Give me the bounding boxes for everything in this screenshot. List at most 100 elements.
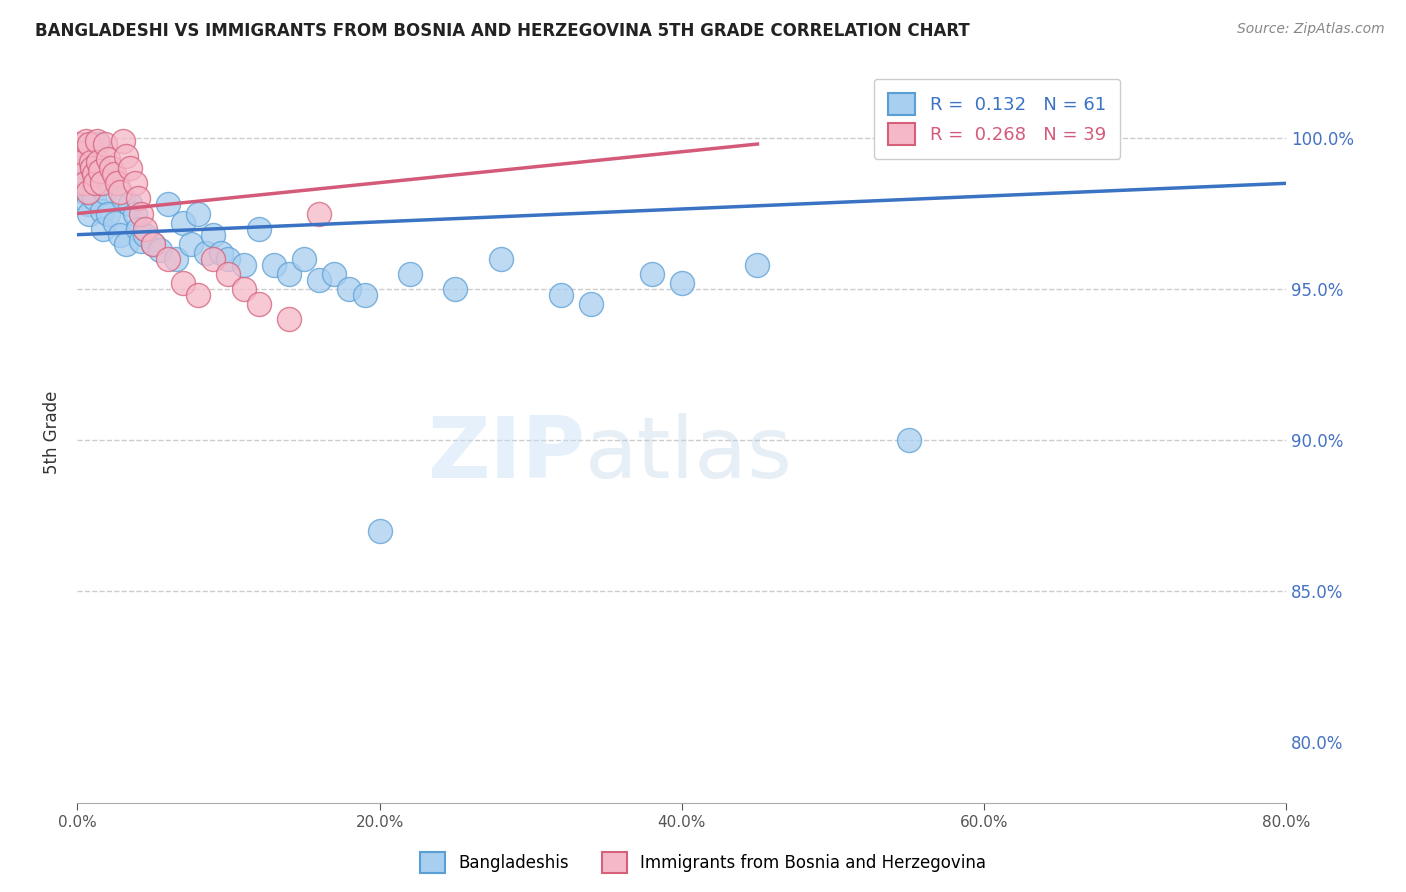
Point [172,216,194,230]
Legend: Bangladeshis, Immigrants from Bosnia and Herzegovina: Bangladeshis, Immigrants from Bosnia and… [413,846,993,880]
Point [368,524,391,538]
Point [73,186,96,200]
Point [149,243,172,257]
Point [70,155,93,169]
Point [111,134,134,148]
Point [308,273,330,287]
Point [77,186,100,200]
Point [202,252,225,266]
Point [73,177,96,191]
Point [79,206,101,220]
Point [292,252,315,266]
Point [108,186,131,200]
Point [89,164,111,178]
Point [129,234,152,248]
Point [218,252,240,266]
Point [82,177,104,191]
Point [194,245,217,260]
Point [671,276,693,290]
Point [127,191,149,205]
Point [120,197,142,211]
Point [129,206,152,220]
Point [103,167,125,181]
Point [124,206,146,220]
Point [142,236,165,251]
Point [83,167,105,181]
Point [157,197,180,211]
Point [180,236,202,251]
Point [105,177,128,191]
Point [202,227,225,242]
Point [323,267,346,281]
Point [69,167,91,181]
Point [114,236,136,251]
Point [84,177,107,191]
Point [87,136,110,151]
Point [278,312,301,326]
Point [641,267,664,281]
Point [67,136,90,151]
Point [87,155,110,169]
Point [80,136,103,151]
Point [82,146,104,161]
Point [165,252,187,266]
Point [353,288,375,302]
Point [120,161,142,176]
Point [90,177,112,191]
Point [308,206,330,220]
Point [75,155,97,169]
Point [91,221,114,235]
Point [187,288,209,302]
Point [134,227,156,242]
Point [84,152,107,166]
Point [489,252,512,266]
Point [108,227,131,242]
Point [90,203,112,218]
Point [80,155,103,169]
Point [93,136,115,151]
Point [172,276,194,290]
Point [72,167,94,181]
Point [218,267,240,281]
Point [1094,136,1116,151]
Point [142,236,165,251]
Point [134,221,156,235]
Point [747,258,769,272]
Point [114,149,136,163]
Point [75,134,97,148]
Point [89,177,111,191]
Point [86,167,108,181]
Point [247,221,270,235]
Point [111,191,134,205]
Point [399,267,422,281]
Point [104,216,127,230]
Point [581,297,603,311]
Point [263,258,285,272]
Point [897,433,920,447]
Point [444,282,467,296]
Point [124,177,146,191]
Point [70,177,93,191]
Point [232,258,254,272]
Point [247,297,270,311]
Point [79,136,101,151]
Point [100,167,122,181]
Text: ZIP: ZIP [427,413,585,496]
Y-axis label: 5th Grade: 5th Grade [44,391,62,475]
Point [77,197,100,211]
Point [550,288,572,302]
Point [157,252,180,266]
Point [127,221,149,235]
Text: Source: ZipAtlas.com: Source: ZipAtlas.com [1237,22,1385,37]
Point [83,191,105,205]
Point [96,152,118,166]
Point [278,267,301,281]
Point [96,206,118,220]
Point [187,206,209,220]
Point [82,161,104,176]
Text: atlas: atlas [585,413,793,496]
Point [67,161,90,176]
Point [86,134,108,148]
Point [93,186,115,200]
Legend: R =  0.132   N = 61, R =  0.268   N = 39: R = 0.132 N = 61, R = 0.268 N = 39 [873,78,1121,159]
